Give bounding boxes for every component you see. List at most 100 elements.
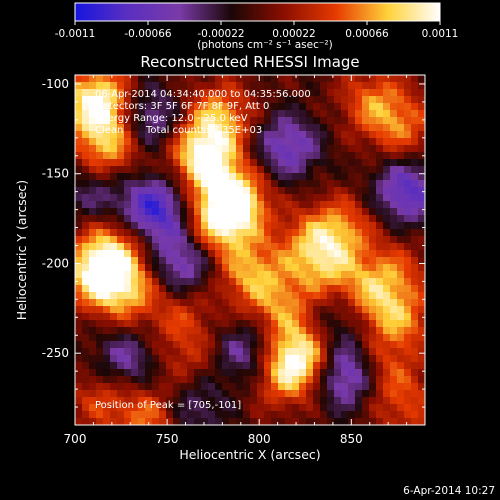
heatmap-cell xyxy=(215,145,223,153)
heatmap-cell xyxy=(75,89,83,97)
heatmap-cell xyxy=(96,96,104,104)
heatmap-cell xyxy=(355,250,363,258)
heatmap-cell xyxy=(173,362,181,370)
heatmap-cell xyxy=(152,208,160,216)
heatmap-cell xyxy=(82,376,90,384)
heatmap-cell xyxy=(250,82,258,90)
heatmap-cell xyxy=(187,341,195,349)
energy-range-text: Energy Range: 12.0 - 25.0 keV xyxy=(95,113,248,124)
heatmap-cell xyxy=(152,82,160,90)
heatmap-cell xyxy=(243,166,251,174)
heatmap-cell xyxy=(390,159,398,167)
heatmap-cell xyxy=(320,229,328,237)
heatmap-cell xyxy=(173,264,181,272)
heatmap-cell xyxy=(243,390,251,398)
heatmap-cell xyxy=(334,313,342,321)
heatmap-cell xyxy=(397,250,405,258)
heatmap-cell xyxy=(75,131,83,139)
heatmap-cell xyxy=(285,257,293,265)
heatmap-cell xyxy=(166,103,174,111)
heatmap-cell xyxy=(397,271,405,279)
heatmap-cell xyxy=(341,110,349,118)
heatmap-cell xyxy=(152,236,160,244)
heatmap-cell xyxy=(243,82,251,90)
heatmap-cell xyxy=(187,152,195,160)
heatmap-cell xyxy=(362,383,370,391)
heatmap-cell xyxy=(313,215,321,223)
heatmap-cell xyxy=(390,103,398,111)
heatmap-cell xyxy=(96,376,104,384)
heatmap-cell xyxy=(257,187,265,195)
heatmap-cell xyxy=(208,313,216,321)
heatmap-cell xyxy=(362,348,370,356)
heatmap-cell xyxy=(327,285,335,293)
heatmap-cell xyxy=(411,117,419,125)
heatmap-cell xyxy=(229,299,237,307)
heatmap-cell xyxy=(110,362,118,370)
heatmap-cell xyxy=(418,236,425,244)
heatmap-cell xyxy=(341,194,349,202)
heatmap-cell xyxy=(278,124,286,132)
heatmap-cell xyxy=(117,208,125,216)
heatmap-cell xyxy=(159,222,167,230)
heatmap-cell xyxy=(180,334,188,342)
heatmap-cell xyxy=(327,131,335,139)
heatmap-cell xyxy=(404,348,412,356)
heatmap-cell xyxy=(180,124,188,132)
heatmap-cell xyxy=(397,390,405,398)
heatmap-cell xyxy=(173,138,181,146)
heatmap-cell xyxy=(250,124,258,132)
heatmap-cell xyxy=(215,117,223,125)
heatmap-cell xyxy=(264,369,272,377)
heatmap-cell xyxy=(264,110,272,118)
heatmap-cell xyxy=(215,152,223,160)
heatmap-cell xyxy=(236,355,244,363)
heatmap-cell xyxy=(397,222,405,230)
heatmap-cell xyxy=(383,75,391,83)
heatmap-cell xyxy=(397,89,405,97)
heatmap-cell xyxy=(257,243,265,251)
heatmap-cell xyxy=(341,229,349,237)
heatmap-cell xyxy=(194,201,202,209)
heatmap-cell xyxy=(131,411,139,419)
heatmap-cell xyxy=(397,334,405,342)
heatmap-cell xyxy=(117,397,125,405)
heatmap-cell xyxy=(320,173,328,181)
heatmap-cell xyxy=(390,348,398,356)
heatmap-cell xyxy=(313,236,321,244)
heatmap-cell xyxy=(180,285,188,293)
heatmap-cell xyxy=(152,96,160,104)
heatmap-cell xyxy=(383,341,391,349)
heatmap-cell xyxy=(152,124,160,132)
heatmap-cell xyxy=(271,348,279,356)
heatmap-cell xyxy=(180,215,188,223)
heatmap-cell xyxy=(194,306,202,314)
heatmap-cell xyxy=(222,131,230,139)
heatmap-cell xyxy=(173,75,181,83)
heatmap-cell xyxy=(404,404,412,412)
heatmap-cell xyxy=(103,390,111,398)
heatmap-cell xyxy=(348,117,356,125)
heatmap-cell xyxy=(243,411,251,419)
heatmap-cell xyxy=(271,173,279,181)
heatmap-cell xyxy=(236,138,244,146)
heatmap-cell xyxy=(278,89,286,97)
heatmap-cell xyxy=(327,187,335,195)
heatmap-cell xyxy=(159,138,167,146)
heatmap-cell xyxy=(194,208,202,216)
heatmap-cell xyxy=(299,236,307,244)
heatmap-cell xyxy=(215,376,223,384)
heatmap-cell xyxy=(341,145,349,153)
heatmap-cell xyxy=(369,292,377,300)
heatmap-cell xyxy=(376,159,384,167)
heatmap-cell xyxy=(341,96,349,104)
heatmap-cell xyxy=(138,285,146,293)
heatmap-cell xyxy=(362,145,370,153)
heatmap-cell xyxy=(145,250,153,258)
heatmap-cell xyxy=(250,236,258,244)
heatmap-cell xyxy=(404,152,412,160)
heatmap-cell xyxy=(362,418,370,425)
heatmap-cell xyxy=(369,194,377,202)
heatmap-cell xyxy=(376,96,384,104)
heatmap-cell xyxy=(243,418,251,425)
